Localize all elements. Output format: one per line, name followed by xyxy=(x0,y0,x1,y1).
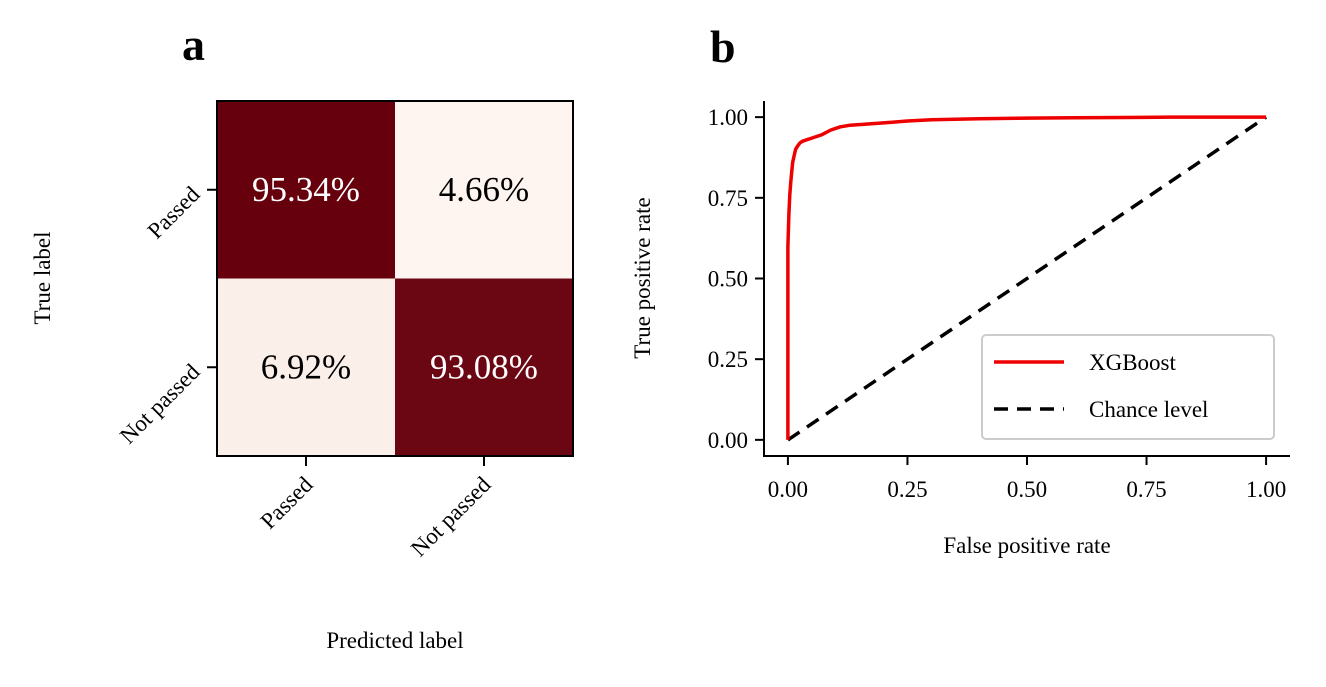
panel-label-a: a xyxy=(182,19,205,70)
y-tick-label: 1.00 xyxy=(708,105,748,130)
y-axis-label: True label xyxy=(30,231,55,324)
roc-chart: 0.00 0.25 0.50 0.75 1.00 0.00 0.25 0.50 0.75 1.0… xyxy=(630,101,1290,558)
x-tick-label: 0.00 xyxy=(768,477,808,502)
y-tick-label: 0.75 xyxy=(708,186,748,211)
series-line-xgboost xyxy=(786,115,1267,440)
legend-label-chance-level: Chance level xyxy=(1089,397,1208,422)
x-axis-label: False positive rate xyxy=(943,533,1110,558)
panel-label-b: b xyxy=(710,21,736,72)
confusion-matrix-frame xyxy=(216,100,574,457)
x-tick-label: Passed xyxy=(256,472,318,534)
x-tick-label: 0.25 xyxy=(887,477,927,502)
legend-label-xgboost: XGBoost xyxy=(1089,350,1177,375)
y-tick-label: 0.00 xyxy=(708,428,748,453)
y-tick-label: 0.25 xyxy=(708,347,748,372)
x-tick-label: Not passed xyxy=(406,472,496,562)
matrix-cell xyxy=(395,101,573,279)
cell-value-label: 93.08% xyxy=(430,347,538,386)
series-line-chance-level xyxy=(786,115,1268,442)
y-tick-label: Not passed xyxy=(115,359,205,449)
matrix-cell xyxy=(395,278,573,456)
matrix-cell xyxy=(217,278,395,456)
confusion-matrix: 95.34% 4.66% 6.92% 93.08% Passed Not passed P… xyxy=(30,100,574,653)
x-tick-label: 0.75 xyxy=(1126,477,1166,502)
cell-value-label: 95.34% xyxy=(252,170,360,209)
x-axis-label: Predicted label xyxy=(326,628,463,653)
matrix-cell xyxy=(217,101,395,279)
legend: XGBoost Chance level xyxy=(981,334,1275,440)
y-tick-label: 0.50 xyxy=(708,267,748,292)
x-tick-label: 1.00 xyxy=(1246,477,1286,502)
x-tick-label: 0.50 xyxy=(1007,477,1047,502)
y-axis-label: True positive rate xyxy=(630,197,655,358)
cell-value-label: 4.66% xyxy=(439,170,529,209)
y-tick-label: Passed xyxy=(143,181,205,243)
cell-value-label: 6.92% xyxy=(261,347,351,386)
